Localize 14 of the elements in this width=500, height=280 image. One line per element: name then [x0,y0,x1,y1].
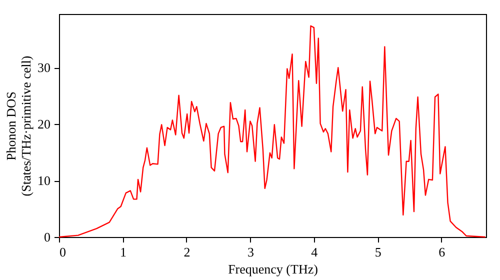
x-tick-label: 4 [311,244,318,260]
y-tick-label: 30 [38,60,50,76]
x-tick-label: 5 [374,244,382,260]
y-tick-label: 0 [44,230,50,244]
x-tick-label: 2 [184,244,190,260]
x-tick-label: 6 [438,244,446,260]
y-axis-title: Phonon DOS (States/THz·primitive cell) [4,56,34,196]
x-tick-label: 1 [120,244,126,260]
x-tick-label: 0 [60,244,66,260]
line-series [58,25,486,238]
x-tick-label: 3 [247,244,254,260]
y-tick-label: 10 [38,173,50,188]
y-tick-label: 20 [38,116,50,132]
x-axis-title: Frequency (THz) [228,262,318,276]
